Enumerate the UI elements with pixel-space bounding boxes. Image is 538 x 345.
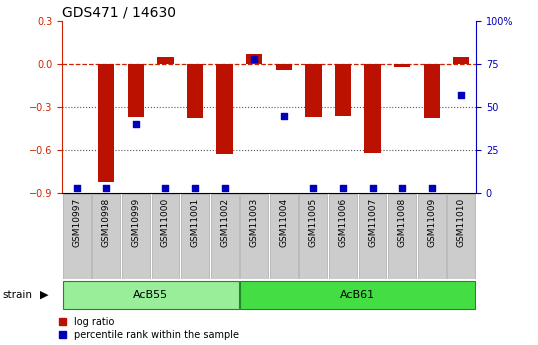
Text: GSM11003: GSM11003 — [250, 197, 259, 247]
Bar — [246, 54, 263, 64]
Point — [190, 185, 199, 191]
Bar — [187, 64, 203, 118]
Point — [220, 185, 229, 191]
Text: GSM11002: GSM11002 — [220, 197, 229, 247]
Bar — [305, 64, 322, 117]
Text: AcB55: AcB55 — [133, 290, 168, 300]
Bar — [98, 64, 115, 182]
FancyBboxPatch shape — [211, 194, 238, 279]
Text: GSM11010: GSM11010 — [457, 197, 466, 247]
Point — [368, 185, 377, 191]
Text: ▶: ▶ — [40, 290, 49, 300]
Text: GSM10998: GSM10998 — [102, 197, 111, 247]
Point — [279, 113, 288, 118]
FancyBboxPatch shape — [122, 194, 150, 279]
Text: GSM10999: GSM10999 — [131, 197, 140, 247]
Bar — [128, 64, 144, 117]
Point — [338, 185, 347, 191]
FancyBboxPatch shape — [63, 194, 90, 279]
Point — [72, 185, 81, 191]
Text: GSM11001: GSM11001 — [190, 197, 200, 247]
Text: strain: strain — [3, 290, 33, 300]
FancyBboxPatch shape — [240, 281, 475, 309]
FancyBboxPatch shape — [329, 194, 357, 279]
Point — [398, 185, 406, 191]
FancyBboxPatch shape — [418, 194, 445, 279]
FancyBboxPatch shape — [270, 194, 298, 279]
FancyBboxPatch shape — [181, 194, 209, 279]
Point — [427, 185, 436, 191]
Text: GSM11008: GSM11008 — [398, 197, 407, 247]
Legend: log ratio, percentile rank within the sample: log ratio, percentile rank within the sa… — [59, 317, 239, 340]
FancyBboxPatch shape — [388, 194, 416, 279]
FancyBboxPatch shape — [152, 194, 179, 279]
FancyBboxPatch shape — [63, 281, 238, 309]
Text: GSM10997: GSM10997 — [72, 197, 81, 247]
Bar — [157, 57, 174, 64]
Text: GSM11007: GSM11007 — [368, 197, 377, 247]
Text: AcB61: AcB61 — [340, 290, 376, 300]
Point — [131, 121, 140, 127]
FancyBboxPatch shape — [240, 194, 268, 279]
Text: GSM11000: GSM11000 — [161, 197, 170, 247]
Bar — [216, 64, 233, 155]
Bar — [453, 57, 470, 64]
FancyBboxPatch shape — [359, 194, 386, 279]
Point — [161, 185, 169, 191]
FancyBboxPatch shape — [300, 194, 327, 279]
Bar — [335, 64, 351, 116]
Point — [102, 185, 110, 191]
Text: GDS471 / 14630: GDS471 / 14630 — [62, 6, 176, 20]
Text: GSM11005: GSM11005 — [309, 197, 318, 247]
Bar — [423, 64, 440, 118]
Text: GSM11009: GSM11009 — [427, 197, 436, 247]
Bar — [364, 64, 381, 153]
Bar — [394, 64, 410, 67]
FancyBboxPatch shape — [93, 194, 120, 279]
Text: GSM11004: GSM11004 — [279, 197, 288, 247]
Text: GSM11006: GSM11006 — [338, 197, 348, 247]
Point — [250, 56, 258, 61]
Point — [309, 185, 317, 191]
Point — [457, 92, 465, 98]
FancyBboxPatch shape — [448, 194, 475, 279]
Bar — [275, 64, 292, 70]
